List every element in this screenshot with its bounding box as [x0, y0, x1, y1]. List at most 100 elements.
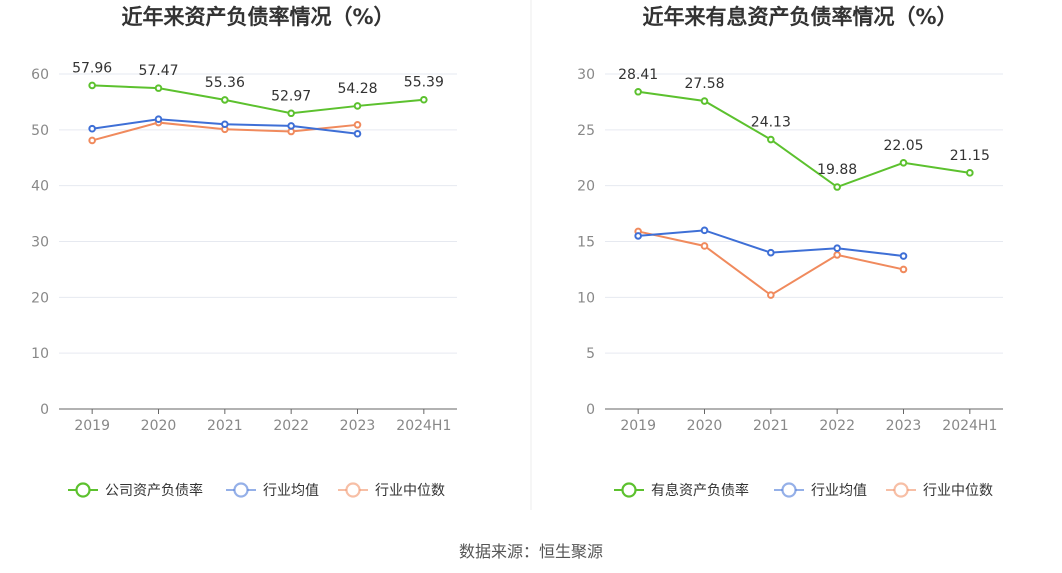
data-point[interactable]: [634, 87, 642, 96]
data-point[interactable]: [767, 135, 775, 144]
series-line: [92, 84, 424, 115]
legend-marker-icon: [345, 482, 361, 498]
y-tick-label: 40: [31, 179, 49, 195]
y-tick-label: 60: [31, 67, 49, 83]
legend-marker-icon: [233, 482, 249, 498]
y-tick-label: 20: [577, 179, 595, 195]
data-point[interactable]: [287, 122, 295, 130]
legend-label: 行业中位数: [923, 483, 993, 499]
legend-item[interactable]: 公司资产负债率: [68, 482, 203, 499]
series-1: 28.41 27.58 24.13 19.88 22.05 21.15: [618, 67, 990, 191]
data-point[interactable]: [899, 252, 908, 260]
legend-label: 行业均值: [263, 483, 319, 499]
legend-label: 行业均值: [811, 483, 867, 499]
data-label: 54.28: [337, 81, 377, 97]
data-label: 19.88: [817, 162, 857, 178]
data-label: 22.05: [883, 138, 923, 154]
y-tick-label: 0: [586, 402, 595, 418]
legend-item[interactable]: 有息资产负债率: [614, 482, 749, 499]
data-label: 21.15: [950, 148, 990, 164]
x-tick-label: 2023: [340, 418, 376, 434]
data-label: 28.41: [618, 67, 658, 83]
x-tick-label: 2019: [620, 418, 656, 434]
data-point[interactable]: [700, 97, 709, 105]
legend-marker-icon: [893, 482, 909, 498]
data-label: 55.36: [205, 75, 245, 91]
legend-item[interactable]: 行业均值: [226, 482, 319, 499]
y-tick-label: 10: [31, 346, 49, 362]
x-tick-label: 2020: [687, 418, 723, 434]
x-tick-label: 2019: [74, 418, 110, 434]
y-tick-label: 25: [577, 123, 595, 139]
x-tick-label: 2021: [207, 418, 243, 434]
data-point[interactable]: [353, 121, 362, 129]
legend-item[interactable]: 行业中位数: [886, 482, 993, 499]
series-2: [634, 226, 908, 260]
chart-title: 近年来有息资产负债率情况（%）: [642, 5, 957, 29]
data-point[interactable]: [353, 129, 362, 138]
data-point[interactable]: [154, 115, 163, 124]
y-tick-label: 15: [577, 235, 595, 251]
legend-item[interactable]: 行业均值: [774, 482, 867, 499]
data-point[interactable]: [899, 158, 908, 167]
data-point[interactable]: [353, 102, 362, 110]
data-point[interactable]: [833, 251, 841, 259]
data-point[interactable]: [154, 84, 163, 92]
data-point[interactable]: [767, 248, 775, 257]
y-tick-label: 50: [31, 123, 49, 139]
x-tick-label: 2020: [141, 418, 177, 434]
x-tick-label: 2024H1: [942, 418, 997, 434]
y-tick-label: 0: [40, 402, 49, 418]
chart-2: 近年来有息资产负债率情况（%） 0 5 10 15 20 25 30 2019 2020 2021 2…: [577, 5, 1003, 499]
y-tick-label: 5: [586, 346, 595, 362]
legend-label: 有息资产负债率: [651, 482, 749, 499]
data-point[interactable]: [88, 136, 96, 145]
data-point[interactable]: [221, 96, 229, 104]
x-tick-label: 2023: [886, 418, 922, 434]
y-tick-label: 30: [31, 235, 49, 251]
y-tick-label: 30: [577, 67, 595, 83]
data-point[interactable]: [88, 124, 96, 133]
data-point[interactable]: [287, 109, 295, 118]
series-2: [88, 115, 362, 138]
data-label: 57.96: [72, 60, 112, 76]
data-point[interactable]: [833, 244, 841, 252]
data-point[interactable]: [420, 95, 428, 104]
x-tick-label: 2022: [273, 418, 309, 434]
legend: 有息资产负债率 行业均值 行业中位数: [614, 482, 993, 499]
data-label: 55.39: [404, 75, 444, 91]
series-line: [637, 230, 904, 297]
data-point[interactable]: [899, 265, 908, 274]
data-label: 27.58: [684, 76, 724, 92]
data-point[interactable]: [221, 120, 229, 129]
chart-1: 近年来资产负债率情况（%） 0 10 20 30 40 50 60 2019 2020 2021 20…: [31, 5, 457, 499]
legend-item[interactable]: 行业中位数: [338, 482, 445, 499]
x-tick-label: 2022: [819, 418, 855, 434]
data-point[interactable]: [634, 232, 642, 240]
data-point[interactable]: [700, 242, 709, 250]
legend: 公司资产负债率 行业均值 行业中位数: [68, 482, 445, 499]
data-point[interactable]: [700, 226, 709, 235]
legend-label: 公司资产负债率: [105, 482, 203, 499]
data-label: 24.13: [751, 115, 791, 131]
y-tick-label: 20: [31, 290, 49, 306]
data-point[interactable]: [88, 81, 96, 90]
data-label: 57.47: [138, 63, 178, 79]
series-1: 57.96 57.47 55.36 52.97 54.28 55.39: [72, 60, 444, 118]
legend-marker-icon: [75, 482, 91, 498]
series-3: [634, 227, 908, 299]
legend-marker-icon: [621, 482, 637, 498]
x-tick-label: 2024H1: [396, 418, 451, 434]
data-point[interactable]: [833, 183, 841, 191]
data-point[interactable]: [966, 169, 974, 177]
legend-marker-icon: [781, 482, 797, 498]
series-line: [638, 90, 970, 189]
data-source-note: 数据来源：恒生聚源: [458, 542, 603, 561]
x-tick-label: 2021: [753, 418, 789, 434]
chart-title: 近年来资产负债率情况（%）: [121, 5, 394, 29]
data-point[interactable]: [767, 291, 775, 299]
y-tick-label: 10: [577, 290, 595, 306]
legend-label: 行业中位数: [375, 483, 445, 499]
data-label: 52.97: [271, 88, 311, 104]
